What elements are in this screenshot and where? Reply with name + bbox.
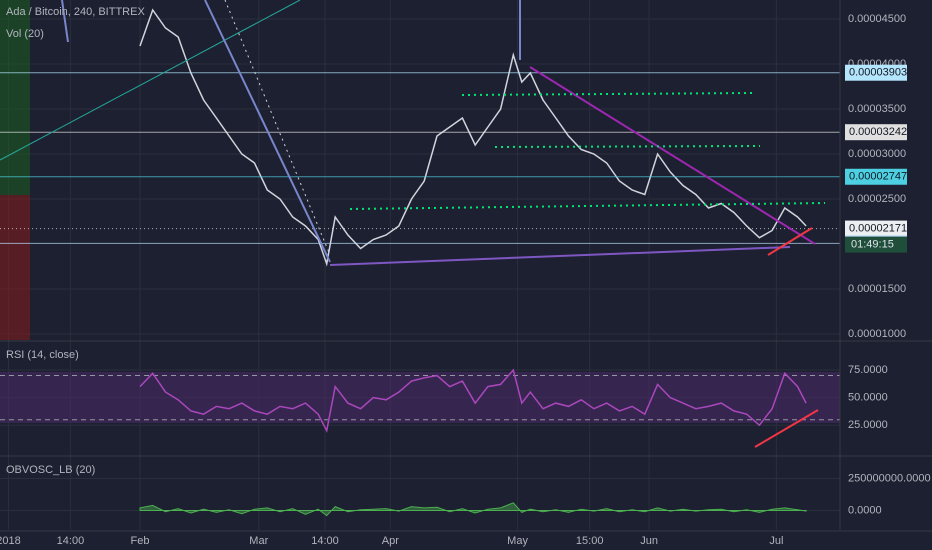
arrow	[204, 0, 331, 263]
oscillator-area	[139, 502, 807, 517]
panel-title: RSI (14, close)	[6, 349, 79, 361]
panel-title: Ada / Bitcoin, 240, BITTREX	[6, 6, 145, 18]
y-tick-label: 250000000.0000	[848, 472, 931, 484]
dotted-line	[224, 0, 331, 256]
x-tick-label: Jun	[640, 535, 658, 547]
y-tick-label: 0.00003500	[848, 103, 906, 115]
countdown-box	[845, 236, 907, 253]
panel-title: OBVOSC_LB (20)	[6, 464, 95, 476]
countdown: 01:49:15	[851, 238, 894, 250]
price-line	[139, 368, 807, 433]
x-tick-label: Feb	[131, 535, 150, 547]
arrow	[61, 0, 69, 43]
y-tick-label: 25.0000	[848, 419, 888, 431]
trend-line	[0, 0, 301, 161]
level-box	[845, 220, 907, 237]
x-tick-label: 2018	[0, 535, 21, 547]
zone-red	[0, 195, 30, 340]
panel-subtitle: Vol (20)	[6, 28, 44, 40]
y-tick-label: 0.00001500	[848, 283, 906, 295]
trend-line	[329, 246, 791, 266]
y-tick-label: 0.00004500	[848, 13, 906, 25]
x-tick-label: 15:00	[576, 535, 604, 547]
y-tick-label: 75.0000	[848, 364, 888, 376]
dotted-line	[461, 92, 756, 96]
drawings	[0, 0, 826, 448]
trend-line	[767, 227, 813, 256]
level-label: 0.00002171	[849, 222, 907, 234]
x-tick-label: Jul	[769, 535, 783, 547]
x-tick-label: May	[507, 535, 528, 547]
level-box	[845, 168, 907, 185]
level-label: 0.00002747	[849, 171, 907, 183]
dotted-line	[349, 202, 826, 210]
dotted-line	[494, 145, 761, 148]
y-tick-label: 50.0000	[848, 392, 888, 404]
y-tick-label: 0.00002500	[848, 193, 906, 205]
x-tick-label: Apr	[382, 535, 399, 547]
zone-green	[0, 0, 30, 195]
x-tick-label: Mar	[249, 535, 268, 547]
level-label: 0.00003242	[849, 126, 907, 138]
trend-line	[529, 66, 816, 245]
rsi-zone	[0, 372, 840, 423]
level-box	[845, 124, 907, 141]
y-tick-label: 0.0000	[848, 504, 882, 516]
x-tick-label: 14:00	[57, 535, 85, 547]
y-tick-label: 0.00003000	[848, 148, 906, 160]
plots	[0, 8, 840, 517]
trend-line	[754, 409, 819, 448]
y-tick-label: 0.00001000	[848, 328, 906, 340]
level-label: 0.00003903	[849, 67, 907, 79]
x-tick-label: 14:00	[311, 535, 339, 547]
price-line	[139, 8, 807, 267]
level-box	[845, 64, 907, 81]
